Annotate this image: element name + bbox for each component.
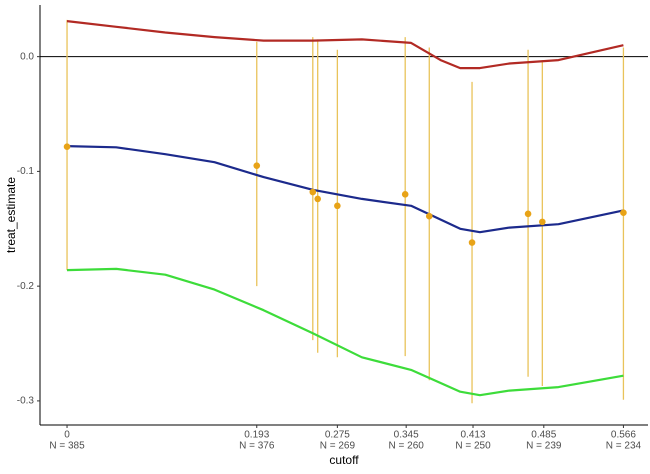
- x-tick-label: 0.413: [461, 430, 486, 441]
- point: [309, 188, 317, 196]
- y-axis-label: treat_estimate: [4, 177, 18, 253]
- y-tick-label: 0.0: [20, 51, 34, 62]
- x-tick-count: N = 376: [239, 441, 275, 452]
- x-tick-count: N = 260: [389, 441, 425, 452]
- x-tick-count: N = 250: [455, 441, 491, 452]
- x-tick-count: N = 269: [320, 441, 356, 452]
- x-tick-label: 0.275: [325, 430, 350, 441]
- y-tick-label: -0.3: [17, 396, 35, 407]
- point: [334, 202, 341, 210]
- x-tick-label: 0: [64, 430, 70, 441]
- line: [66, 145, 624, 234]
- y-tick-label: -0.1: [17, 166, 35, 177]
- point: [425, 212, 433, 220]
- y-tick-label: -0.2: [17, 281, 35, 292]
- point: [63, 143, 71, 151]
- point: [401, 191, 409, 198]
- x-tick-label: 0.345: [394, 430, 419, 441]
- x-tick-count: N = 239: [526, 441, 562, 452]
- line: [66, 267, 624, 397]
- x-tick-label: 0.566: [611, 430, 636, 441]
- line: [66, 20, 624, 70]
- point: [524, 210, 532, 218]
- x-tick-count: N = 234: [606, 441, 642, 452]
- point: [468, 239, 476, 246]
- point: [253, 162, 261, 169]
- x-axis-label: cutoff: [329, 453, 359, 467]
- point: [539, 218, 546, 226]
- point: [314, 195, 322, 203]
- x-tick-count: N = 385: [49, 441, 85, 452]
- x-tick-label: 0.193: [244, 430, 269, 441]
- point: [620, 209, 627, 217]
- x-tick-label: 0.485: [531, 430, 556, 441]
